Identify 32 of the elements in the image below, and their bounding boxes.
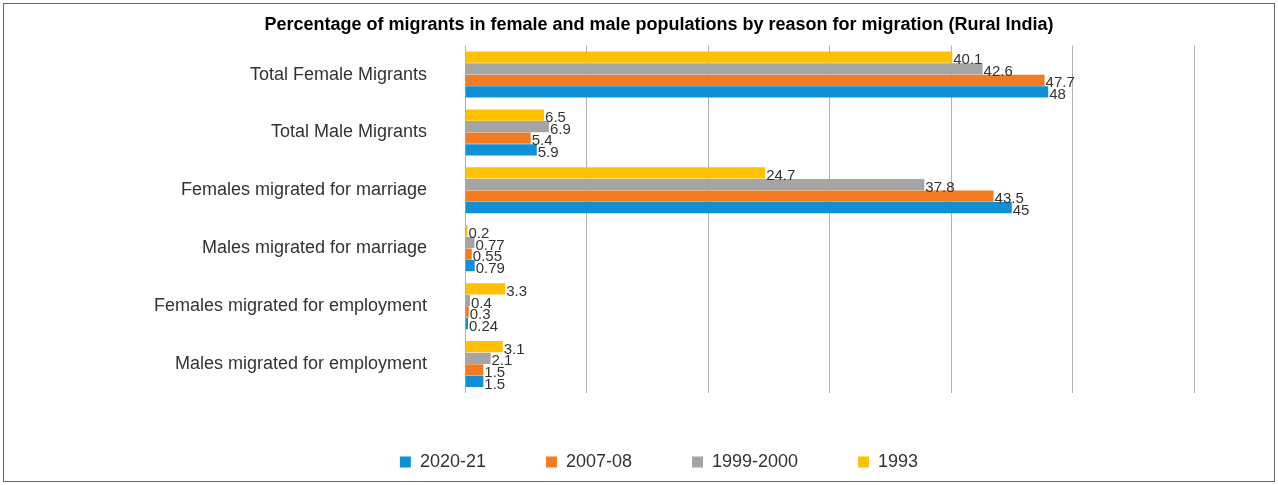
bar (465, 202, 1012, 214)
legend-label: 2007-08 (565, 450, 632, 471)
data-label: 3.3 (506, 281, 528, 299)
bar (465, 364, 484, 376)
y-tick-label: Males migrated for employment (174, 353, 428, 374)
legend-label: 1993 (878, 450, 919, 471)
bar (465, 144, 537, 156)
bar (465, 260, 475, 272)
y-tick-label: Total Female Migrants (250, 63, 428, 84)
bar (465, 306, 469, 318)
bar (465, 132, 531, 144)
bar (465, 248, 472, 260)
bar (465, 341, 503, 353)
bar (465, 74, 1045, 86)
legend-label: 2020-21 (419, 450, 486, 471)
y-tick-label: Females migrated for employment (153, 295, 428, 316)
data-label: 24.7 (766, 166, 796, 184)
data-label: 42.6 (983, 61, 1013, 79)
chart-title: Percentage of migrants in female and male populations by reason for migration (Rural India) (264, 13, 1054, 34)
bar (465, 190, 994, 202)
bar (465, 109, 545, 121)
legend-label: 1999-2000 (712, 450, 799, 471)
data-label: 40.1 (953, 50, 983, 68)
data-label: 37.8 (925, 177, 955, 195)
bar (465, 86, 1049, 98)
y-tick-label: Total Male Migrants (271, 121, 428, 142)
bar (465, 283, 506, 295)
y-tick-label: Males migrated for marriage (202, 237, 428, 258)
bar (465, 375, 484, 388)
bar (465, 167, 766, 179)
y-tick-label: Females migrated for marriage (181, 179, 428, 200)
bar (465, 51, 953, 63)
